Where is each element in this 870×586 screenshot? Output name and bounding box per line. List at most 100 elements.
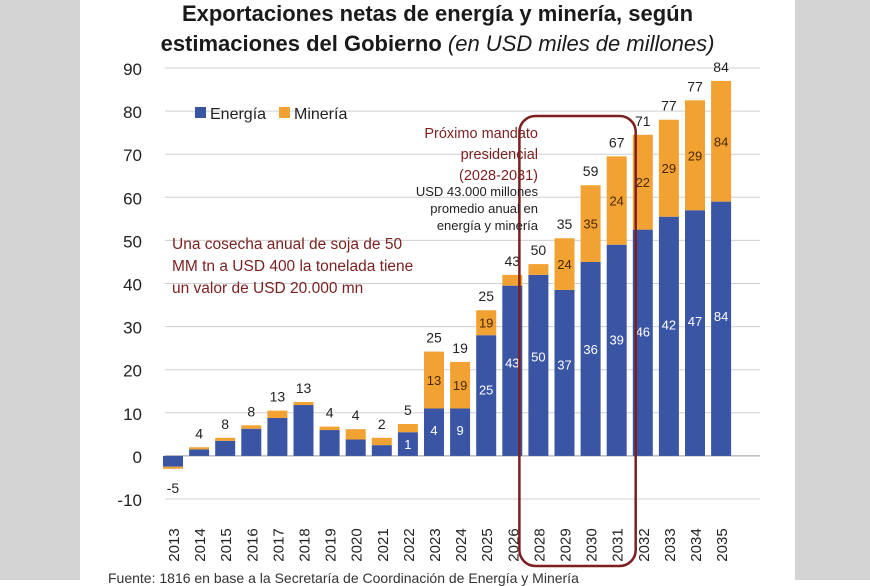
bar-energia	[424, 408, 444, 456]
x-tick-label: 2033	[662, 528, 679, 561]
bar-total-label: 4	[326, 405, 334, 421]
left-margin	[0, 0, 80, 580]
annotation-mandato-line: USD 43.000 millones	[416, 184, 539, 199]
annotation-mandato-line: energía y minería	[437, 218, 539, 233]
bar-total-label: 50	[531, 242, 547, 258]
bar-mineria	[319, 426, 340, 431]
bar-total-label: 25	[426, 330, 442, 346]
source-note: Fuente: 1816 en base a la Secretaría de …	[108, 570, 579, 586]
chart-title-line2: estimaciones del Gobierno (en USD miles …	[80, 30, 795, 58]
bar-energia	[345, 439, 366, 456]
bar-energia	[267, 417, 288, 456]
y-tick-label: 50	[123, 232, 142, 251]
y-tick-label: 0	[133, 448, 142, 467]
bar-mineria-label: 24	[609, 194, 623, 209]
annotation-mandato-line: presidencial	[461, 147, 538, 163]
legend-label-energia: Energía	[210, 106, 266, 123]
bar-total-label: 13	[296, 380, 312, 396]
x-tick-label: 2024	[453, 528, 470, 561]
bar-energia-label: 4	[430, 423, 437, 438]
bar-total-label: 84	[713, 59, 729, 75]
bar-total-label: 4	[352, 407, 360, 423]
bar-total-label: 8	[221, 416, 229, 432]
bar-energia	[319, 430, 340, 456]
y-tick-label: 30	[123, 319, 142, 338]
bar-energia	[189, 449, 210, 456]
bar-mineria-label: 19	[453, 378, 467, 393]
bar-energia	[632, 229, 653, 456]
chart-title: Exportaciones netas de energía y minería…	[181, 1, 694, 26]
annotation-mandato-line: (2028-2031)	[459, 168, 538, 184]
bar-energia-label: 36	[583, 342, 597, 357]
bar-energia	[476, 335, 497, 456]
x-tick-label: 2014	[192, 528, 209, 561]
bar-energia-label: 9	[456, 423, 463, 438]
y-tick-label: 20	[123, 362, 142, 381]
annotation-soja-line: Una cosecha anual de soja de 50	[172, 236, 402, 253]
bar-mineria	[528, 264, 549, 275]
y-tick-label: 40	[123, 276, 142, 295]
bar-energia	[685, 210, 705, 456]
bar-energia	[658, 216, 679, 456]
bar-mineria	[189, 447, 210, 450]
bar-mineria	[711, 80, 732, 202]
bar-mineria	[397, 424, 418, 433]
x-tick-label: 2032	[636, 528, 653, 561]
bar-total-label: 77	[687, 78, 703, 94]
bar-total-label: -5	[167, 480, 180, 496]
bar-energia-label: 39	[609, 333, 623, 348]
x-tick-label: 2018	[297, 528, 314, 561]
x-tick-label: 2023	[427, 528, 444, 561]
bar-mineria	[345, 429, 366, 440]
x-tick-label: 2013	[166, 528, 183, 561]
y-tick-label: 70	[123, 146, 142, 165]
chart-subtitle: (en USD miles de millones)	[447, 31, 715, 56]
bar-energia	[711, 201, 732, 456]
bar-energia-label: 37	[557, 358, 571, 373]
bar-energia	[371, 445, 392, 456]
bar-energia	[293, 405, 314, 456]
bar-energia-label: 46	[636, 324, 650, 339]
x-tick-label: 2016	[244, 528, 261, 561]
bar-mineria	[241, 425, 262, 429]
bar-mineria	[502, 274, 523, 286]
bar-mineria-label: 24	[557, 257, 571, 272]
bar-mineria	[371, 437, 392, 446]
x-tick-label: 2026	[505, 528, 522, 561]
y-tick-label: -10	[117, 491, 142, 510]
bar-mineria-label: 19	[479, 316, 493, 331]
bar-mineria	[632, 134, 653, 230]
bar-mineria	[580, 185, 601, 262]
bar-total-label: 19	[452, 340, 468, 356]
right-margin	[795, 0, 870, 580]
bar-energia	[241, 428, 262, 456]
bar-total-label: 71	[635, 113, 651, 129]
bar-mineria	[267, 410, 288, 418]
x-tick-label: 2019	[323, 528, 340, 561]
bar-total-label: 2	[378, 416, 386, 432]
bar-energia	[163, 455, 183, 467]
bar-mineria	[215, 437, 236, 441]
bar-mineria	[658, 119, 679, 217]
y-tick-label: 90	[123, 60, 142, 79]
bar-mineria	[424, 351, 444, 409]
bar-mineria-label: 22	[636, 175, 650, 190]
bar-mineria	[554, 238, 575, 290]
annotation-soja-line: MM tn a USD 400 la tonelada tiene	[172, 258, 413, 275]
bar-energia-label: 43	[505, 355, 519, 370]
bar-total-label: 43	[505, 253, 521, 269]
bar-energia-label: 1	[404, 437, 411, 452]
bar-mineria	[163, 466, 183, 469]
bar-energia	[580, 261, 601, 456]
x-tick-label: 2030	[584, 528, 601, 561]
x-tick-label: 2017	[270, 528, 287, 561]
bar-total-label: 13	[270, 389, 286, 405]
bar-mineria	[450, 361, 471, 409]
bar-energia	[554, 289, 575, 456]
bar-mineria-label: 13	[427, 373, 441, 388]
bar-energia-label: 42	[662, 317, 676, 332]
bar-energia	[397, 432, 418, 456]
x-tick-label: 2020	[349, 528, 366, 561]
bar-mineria-label: 84	[714, 134, 728, 149]
bar-mineria	[476, 310, 497, 336]
